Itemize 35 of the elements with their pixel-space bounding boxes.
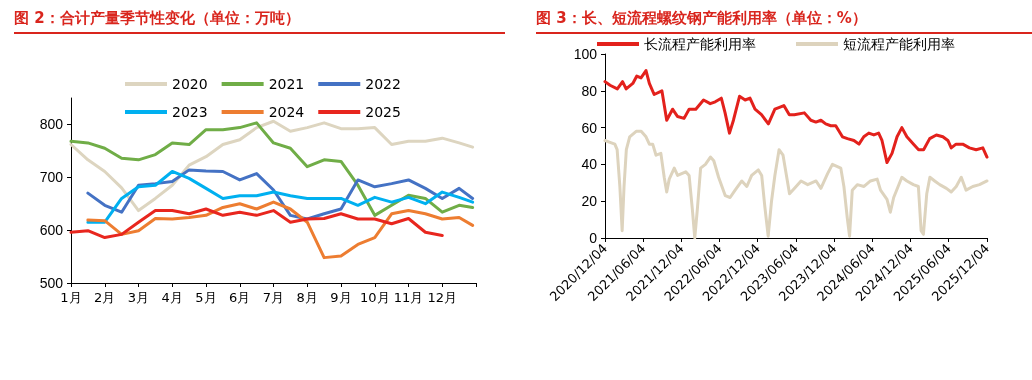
- y-tick-label: 20: [581, 193, 598, 210]
- x-tick-label: 10月: [359, 290, 390, 305]
- x-tick-label: 12月: [427, 290, 458, 305]
- line-series: [603, 69, 989, 165]
- y-tick-label: 40: [581, 156, 598, 173]
- legend-label: 2023: [172, 104, 208, 120]
- x-tick-label: 6月: [229, 290, 251, 305]
- x-tick-label: 9月: [330, 290, 352, 305]
- legend-label: 2020: [172, 76, 208, 92]
- y-tick-label: 700: [39, 169, 64, 186]
- y-tick-label: 800: [39, 116, 64, 133]
- legend-label: 长流程产能利用率: [644, 36, 756, 52]
- legend-label: 短流程产能利用率: [843, 36, 955, 52]
- x-tick-label: 8月: [296, 290, 318, 305]
- line-series: [86, 200, 475, 260]
- y-tick-label: 0: [589, 230, 598, 246]
- y-tick-label: 500: [39, 275, 64, 291]
- legend-label: 2024: [268, 104, 305, 120]
- legend-label: 2022: [365, 76, 401, 92]
- x-tick-label: 1月: [60, 290, 82, 305]
- legend-label: 2025: [365, 104, 401, 120]
- x-tick-label: 4月: [161, 290, 183, 305]
- x-tick-label: 11月: [393, 290, 424, 305]
- x-tick-label: 2月: [94, 290, 116, 305]
- chart-title: 图 2：合计产量季节性变化（单位：万吨）: [14, 8, 505, 34]
- line-series: [69, 207, 444, 240]
- y-tick-label: 60: [581, 119, 598, 136]
- chart-title: 图 3：长、短流程螺纹钢产能利用率（单位：%）: [536, 8, 1032, 34]
- x-tick-label: 3月: [127, 290, 150, 305]
- y-tick-label: 600: [39, 222, 64, 239]
- y-tick-label: 80: [581, 82, 598, 99]
- y-tick-label: 100: [573, 46, 598, 62]
- x-tick-label: 5月: [195, 290, 217, 305]
- legend-label: 2021: [268, 76, 305, 92]
- x-tick-label: 7月: [262, 290, 285, 305]
